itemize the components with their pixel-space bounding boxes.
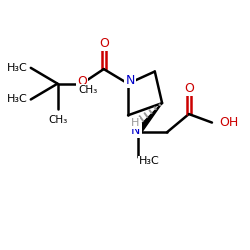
Text: H₃C: H₃C: [139, 156, 160, 166]
Text: CH₃: CH₃: [48, 114, 67, 124]
Text: H: H: [130, 118, 139, 128]
Text: O: O: [184, 82, 194, 95]
Text: N: N: [131, 124, 140, 137]
Text: H₃C: H₃C: [7, 94, 28, 104]
Text: N: N: [125, 74, 135, 87]
Text: O: O: [77, 75, 87, 88]
Text: H₃C: H₃C: [7, 63, 28, 73]
Polygon shape: [135, 103, 162, 134]
Text: O: O: [99, 36, 109, 50]
Text: OH: OH: [220, 116, 239, 129]
Text: CH₃: CH₃: [78, 85, 98, 95]
